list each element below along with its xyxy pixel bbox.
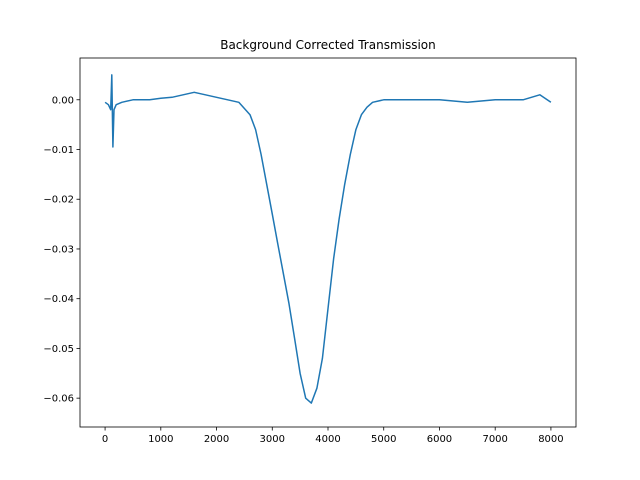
series-layer (104, 74, 552, 404)
y-tick-label: 0.00 (52, 95, 74, 106)
x-tick-label: 1000 (148, 434, 173, 445)
chart-title: Background Corrected Transmission (220, 38, 436, 52)
x-axis: 0 1000 2000 3000 4000 5000 6000 7000 8000 (102, 427, 564, 445)
series-line (104, 74, 552, 404)
x-tick-label: 8000 (538, 434, 563, 445)
x-tick-label: 2000 (204, 434, 229, 445)
x-tick-label: 7000 (482, 434, 507, 445)
y-tick-label: −0.01 (43, 145, 74, 156)
y-tick-label: −0.05 (43, 344, 74, 355)
y-axis: 0.00 −0.01 −0.02 −0.03 −0.04 −0.05 −0.06 (43, 95, 80, 405)
x-tick-label: 0 (102, 434, 108, 445)
x-tick-label: 4000 (315, 434, 340, 445)
x-tick-label: 6000 (427, 434, 452, 445)
y-tick-label: −0.02 (43, 195, 74, 206)
y-tick-label: −0.04 (43, 294, 74, 305)
x-tick-label: 3000 (260, 434, 285, 445)
x-tick-label: 5000 (371, 434, 396, 445)
y-tick-label: −0.06 (43, 394, 74, 405)
y-tick-label: −0.03 (43, 244, 74, 255)
